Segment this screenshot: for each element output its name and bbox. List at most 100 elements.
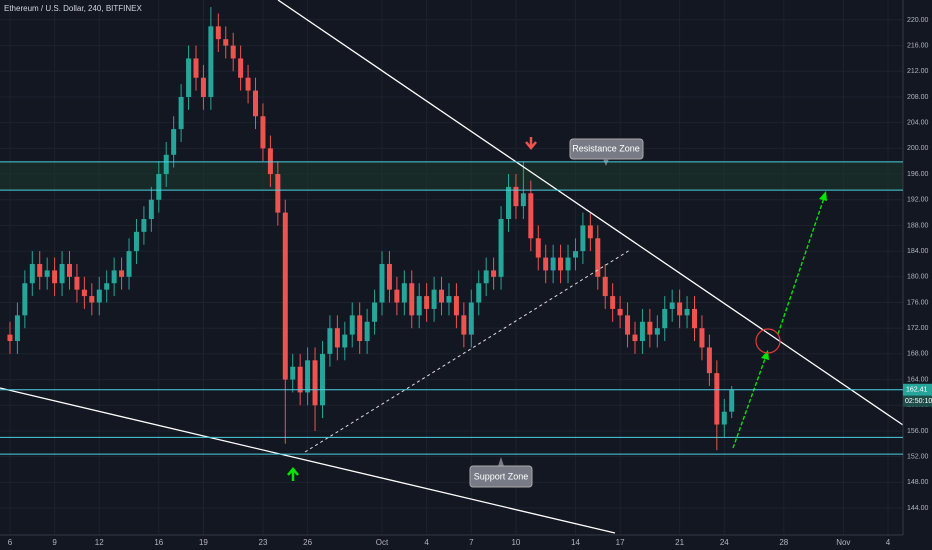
candle-body [305, 360, 311, 393]
x-tick-label: 10 [511, 538, 520, 547]
candle-body [424, 296, 430, 309]
projection-arrow [732, 355, 767, 449]
candle-body [327, 328, 333, 354]
candle-body [208, 26, 214, 97]
candle-body [349, 315, 355, 335]
candle-body [245, 77, 251, 91]
candle-body [230, 45, 236, 59]
x-tick-label: 23 [259, 538, 268, 547]
candle-body [104, 283, 110, 290]
trend-line [0, 387, 616, 534]
candle-body [171, 129, 177, 155]
candle-body [662, 308, 668, 329]
price-axis [903, 0, 932, 550]
candle-body [505, 186, 511, 220]
candle-body [721, 411, 727, 425]
x-tick-label: 21 [675, 538, 684, 547]
y-tick-label: 168.00 [907, 351, 929, 358]
candle-body [52, 270, 58, 284]
candle-body [379, 263, 385, 303]
candle-body [66, 263, 72, 277]
candle-body [543, 257, 549, 271]
candle-body [342, 334, 348, 348]
candle-body [625, 315, 631, 335]
candle-body [238, 58, 244, 78]
candle-body [498, 219, 504, 277]
candle-body [550, 257, 556, 271]
candle-body [37, 263, 43, 277]
resistance-label: Resistance Zone [572, 143, 640, 153]
candle-body [44, 270, 50, 277]
candle-body [714, 373, 720, 425]
candle-body [178, 96, 184, 130]
candle-body [297, 366, 303, 393]
candle-body [312, 360, 318, 406]
candle-body [416, 296, 422, 316]
candle-body [357, 315, 363, 342]
candle-body [401, 283, 407, 303]
candle-body [528, 193, 534, 239]
x-tick-label: 14 [571, 538, 580, 547]
sell-arrow [525, 137, 537, 150]
y-tick-label: 172.00 [907, 325, 929, 332]
candle-body [692, 308, 698, 329]
candle-body [558, 257, 564, 271]
candle-body [372, 302, 378, 322]
candle-body [96, 289, 102, 303]
x-tick-label: 19 [199, 538, 208, 547]
x-tick-label: 12 [95, 538, 104, 547]
candle-body [394, 289, 400, 303]
candle-body [141, 219, 147, 232]
x-tick-label: 17 [616, 538, 625, 547]
y-tick-label: 184.00 [907, 248, 929, 255]
y-tick-label: 164.00 [907, 376, 929, 383]
candle-body [461, 315, 467, 335]
candle-body [595, 238, 601, 277]
callout-pointer [498, 457, 504, 466]
support-label-box [469, 465, 533, 488]
y-tick-label: 144.00 [907, 505, 929, 512]
x-tick-label: 28 [779, 538, 788, 547]
y-tick-label: 216.00 [907, 42, 929, 49]
y-tick-label: 200.00 [907, 145, 929, 152]
candle-body [706, 347, 712, 374]
candle-body [565, 257, 571, 271]
candle-body [119, 270, 125, 277]
dashed-trend-line [304, 249, 631, 453]
candle-body [453, 296, 459, 316]
candle-body [476, 283, 482, 303]
candle-body [446, 296, 452, 303]
candle-body [729, 389, 735, 412]
candle-body [617, 308, 623, 316]
candle-body [267, 148, 273, 175]
x-tick-label: 6 [8, 538, 13, 547]
y-tick-label: 156.00 [907, 428, 929, 435]
candle-body [513, 186, 519, 207]
candle-body [639, 321, 645, 342]
y-tick-label: 208.00 [907, 94, 929, 101]
x-tick-label: 24 [720, 538, 729, 547]
candle-body [260, 116, 266, 149]
candle-body [632, 334, 638, 342]
time-axis [0, 535, 932, 550]
x-tick-label: 7 [469, 538, 474, 547]
candle-body [133, 231, 139, 252]
support-label: Support Zone [474, 471, 529, 481]
x-tick-label: 4 [424, 538, 429, 547]
candle-body [186, 58, 192, 97]
candle-body [156, 174, 162, 200]
candle-body [602, 276, 608, 297]
countdown-tag [903, 395, 932, 407]
x-tick-label: Oct [376, 538, 389, 547]
candle-body [200, 77, 206, 97]
target-circle [755, 328, 781, 354]
buy-arrow [287, 467, 299, 481]
candle-body [647, 321, 653, 335]
x-tick-label: Nov [836, 538, 850, 547]
candle-body [684, 308, 690, 316]
candle-body [126, 251, 132, 277]
x-tick-label: 16 [154, 538, 163, 547]
candle-body [215, 26, 221, 40]
